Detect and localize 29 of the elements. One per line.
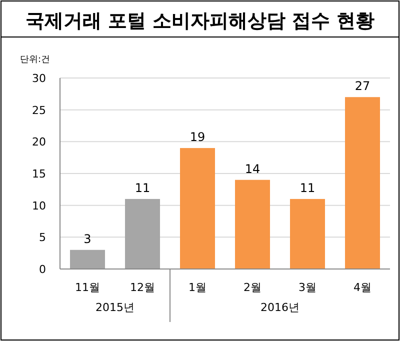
- bar: [235, 180, 270, 269]
- bar: [345, 97, 380, 269]
- text: 2016년: [260, 301, 300, 314]
- x-tick-label: 1월: [188, 281, 206, 294]
- bar: [70, 250, 105, 269]
- y-tick-label: 20: [32, 136, 46, 149]
- data-label: 11: [134, 180, 150, 195]
- bar: [180, 148, 215, 269]
- y-tick-label: 15: [32, 168, 46, 180]
- text: 단위:건: [20, 55, 50, 65]
- x-tick-label: 11월: [75, 281, 100, 294]
- data-label: 11: [300, 180, 316, 195]
- x-tick-label: 3월: [298, 281, 316, 294]
- data-label: 3: [84, 232, 92, 246]
- y-tick-label: 5: [39, 231, 46, 244]
- data-label: 27: [354, 79, 370, 94]
- y-tick-label: 0: [39, 263, 46, 276]
- x-tick-label: 2월: [244, 281, 262, 294]
- bar: [125, 198, 160, 269]
- data-label: 19: [190, 130, 206, 144]
- bar: [290, 198, 325, 269]
- y-tick-label: 25: [32, 104, 46, 117]
- y-tick-label: 10: [32, 199, 46, 212]
- data-label: 14: [244, 162, 260, 176]
- y-tick-label: 30: [32, 72, 46, 85]
- chart-title: 국제거래 포털 소비자피해상담 접수 현황: [25, 10, 375, 32]
- x-tick-label: 12월: [130, 281, 155, 294]
- x-tick-label: 4월: [354, 281, 372, 294]
- text: 2015년: [96, 301, 134, 314]
